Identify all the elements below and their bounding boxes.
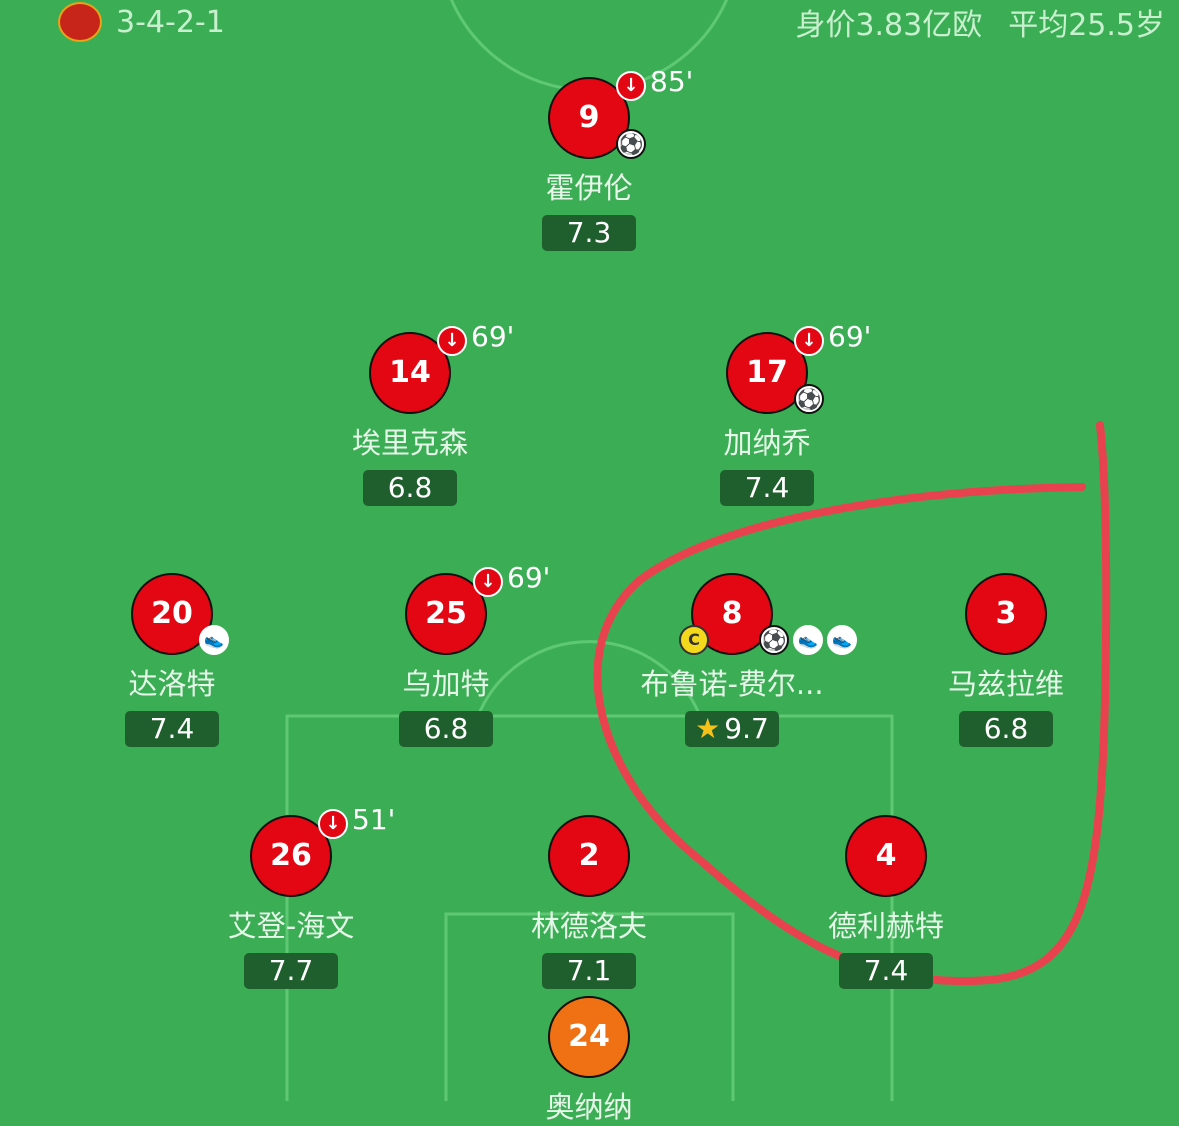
player-17[interactable]: 17 ↓ 69' ⚽ 加纳乔 7.4 — [617, 320, 917, 506]
player-name: 霍伊伦 — [545, 171, 633, 205]
annotation-circle — [593, 421, 1111, 986]
team-crest-icon — [58, 2, 102, 42]
substitution-off-icon: ↓ — [794, 326, 824, 356]
player-20[interactable]: 20 👟 达洛特 7.4 — [22, 573, 322, 747]
shirt-number: 26 — [270, 838, 312, 873]
rating-value: 9.7 — [724, 712, 769, 745]
player-rating: ★ 9.7 — [685, 711, 779, 747]
market-value: 身价3.83亿欧 — [795, 8, 983, 43]
substitution-off-icon: ↓ — [616, 71, 646, 101]
player-disc[interactable]: 4 — [845, 815, 927, 897]
player-disc[interactable]: 24 — [548, 996, 630, 1078]
substitution-off-icon: ↓ — [437, 326, 467, 356]
rating-value: 7.4 — [744, 471, 790, 504]
substitution-off-icon: ↓ — [318, 809, 348, 839]
player-name: 埃里克森 — [351, 426, 468, 460]
player-rating: 6.8 — [399, 711, 493, 747]
player-name: 乌加特 — [402, 667, 490, 701]
player-name: 奥纳纳 — [545, 1090, 633, 1124]
player-rating: 7.4 — [839, 953, 933, 989]
player-rating: 7.4 — [125, 711, 219, 747]
player-3[interactable]: 3 马兹拉维 6.8 — [856, 573, 1156, 747]
substitution-minute: 69' — [828, 320, 872, 353]
shirt-number: 8 — [721, 596, 743, 631]
player-disc[interactable]: 8 C ⚽ 👟 👟 — [679, 573, 857, 655]
rating-value: 7.3 — [566, 216, 612, 249]
rating-value: 7.4 — [863, 954, 909, 987]
goal-area — [444, 912, 735, 1101]
assist-boot-icon: 👟 — [199, 625, 229, 655]
player-name: 加纳乔 — [723, 426, 811, 460]
player-26[interactable]: 26 ↓ 51' 艾登-海文 7.7 — [141, 803, 441, 989]
shirt-number: 17 — [746, 355, 788, 390]
player-name: 林德洛夫 — [530, 909, 647, 943]
player-rating: 6.8 — [959, 711, 1053, 747]
player-name: 马兹拉维 — [947, 667, 1064, 701]
player-14[interactable]: 14 ↓ 69' 埃里克森 6.8 — [260, 320, 560, 506]
goal-ball-icon: ⚽ — [616, 129, 646, 159]
player-8[interactable]: 8 C ⚽ 👟 👟 布鲁诺-费尔... ★ 9.7 — [582, 573, 882, 747]
player-disc[interactable]: 25 ↓ 69' — [405, 561, 550, 655]
player-name: 布鲁诺-费尔... — [640, 667, 824, 701]
player-disc[interactable]: 14 ↓ 69' — [369, 320, 514, 414]
penalty-box — [285, 714, 894, 1101]
shirt-number: 20 — [151, 596, 193, 631]
player-name: 达洛特 — [128, 667, 216, 701]
goal-ball-icon: ⚽ — [759, 625, 789, 655]
player-rating: 7.3 — [542, 215, 636, 251]
player-disc[interactable]: 26 ↓ 51' — [250, 803, 395, 897]
rating-value: 7.4 — [149, 712, 195, 745]
shirt-number: 24 — [568, 1019, 610, 1054]
player-disc[interactable]: 9 ↓ 85' ⚽ — [548, 65, 693, 159]
shirt-number: 14 — [389, 355, 431, 390]
captain-icon: C — [679, 625, 709, 655]
substitution-off-icon: ↓ — [473, 567, 503, 597]
penalty-arc — [476, 640, 702, 717]
player-rating: 7.1 — [542, 953, 636, 989]
player-rating: 7.4 — [720, 470, 814, 506]
shirt-number: 2 — [578, 838, 600, 873]
rating-value: 6.8 — [983, 712, 1029, 745]
shirt-number: 3 — [995, 596, 1017, 631]
player-24[interactable]: 24 奥纳纳 — [439, 996, 739, 1126]
rating-value: 6.8 — [423, 712, 469, 745]
substitution-minute: 85' — [650, 65, 694, 98]
shirt-number: 4 — [875, 838, 897, 873]
player-9[interactable]: 9 ↓ 85' ⚽ 霍伊伦 7.3 — [439, 65, 739, 251]
assist-boot-icon: 👟 — [827, 625, 857, 655]
player-disc[interactable]: 2 — [548, 815, 630, 897]
player-name: 德利赫特 — [827, 909, 944, 943]
player-2[interactable]: 2 林德洛夫 7.1 — [439, 815, 739, 989]
formation: 3-4-2-1 — [116, 4, 225, 40]
shirt-number: 9 — [578, 100, 600, 135]
rating-value: 7.1 — [566, 954, 612, 987]
player-disc[interactable]: 20 👟 — [131, 573, 229, 655]
player-25[interactable]: 25 ↓ 69' 乌加特 6.8 — [296, 561, 596, 747]
rating-value: 6.8 — [387, 471, 433, 504]
substitution-minute: 69' — [507, 561, 551, 594]
player-rating: 7.7 — [244, 953, 338, 989]
player-rating: 6.8 — [363, 470, 457, 506]
rating-value: 7.7 — [268, 954, 314, 987]
team-stats: 身价3.83亿欧 平均25.5岁 — [795, 0, 1165, 44]
goal-ball-icon: ⚽ — [794, 384, 824, 414]
team-header: 3-4-2-1 — [58, 2, 225, 42]
substitution-minute: 69' — [471, 320, 515, 353]
average-age: 平均25.5岁 — [1008, 8, 1165, 43]
shirt-number: 25 — [425, 596, 467, 631]
player-disc[interactable]: 3 — [965, 573, 1047, 655]
star-icon: ★ — [695, 712, 721, 745]
player-4[interactable]: 4 德利赫特 7.4 — [736, 815, 1036, 989]
assist-boot-icon: 👟 — [793, 625, 823, 655]
player-disc[interactable]: 17 ↓ 69' ⚽ — [726, 320, 871, 414]
player-name: 艾登-海文 — [227, 909, 355, 943]
substitution-minute: 51' — [352, 803, 396, 836]
